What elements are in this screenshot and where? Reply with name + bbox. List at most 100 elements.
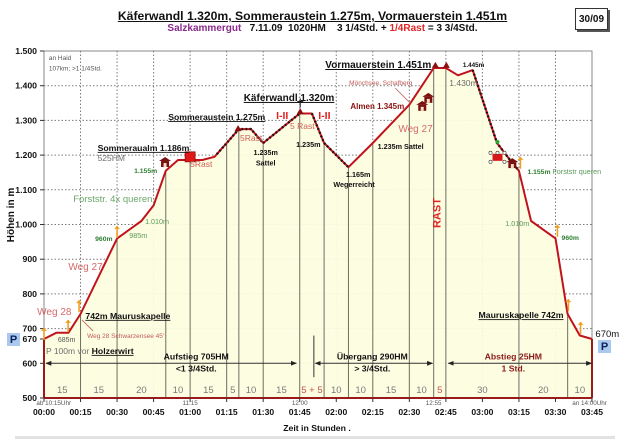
annotation-label: 1.235m [253, 148, 277, 157]
x-tick-label: 01:30 [252, 407, 274, 417]
annotation-label: Wegerreicht [333, 180, 375, 189]
summit-icon [431, 61, 439, 68]
annotation-label: 985m [129, 231, 147, 240]
annotation-part: Holzerwirt [92, 346, 134, 356]
segment-duration-label: 30 [477, 385, 488, 396]
parking-icon: P [7, 333, 20, 346]
y-tick-label: 700 [23, 324, 38, 334]
segment-duration-label: 15 [276, 385, 287, 396]
rotation-handle[interactable] [495, 139, 500, 144]
subtitle: Salzkammergut 7.11.09 1020HM 3 1/4Std. +… [10, 23, 625, 34]
annotation-label: Vormauerstein 1.451m [325, 60, 431, 71]
clock-time-label: an 14:00Uhr [572, 400, 607, 407]
hut-icon [159, 157, 172, 168]
annotation-label: Sommeraustein 1.275m [168, 112, 265, 122]
segment-duration-label: 10 [173, 385, 184, 396]
annotation-label: 525HM [98, 153, 125, 163]
segment-duration-label: 15 [94, 385, 105, 396]
annotation-label: Forststr. 4x queren [73, 194, 152, 205]
y-tick-label: 1.100 [15, 185, 37, 195]
annotation-label: Weg 27 [68, 262, 103, 273]
annotation-part: Forststr queren [552, 167, 601, 176]
annotation-label: Käferwandl 1.320m [244, 93, 335, 104]
y-tick-label: 1.000 [15, 220, 37, 230]
annotation-label: 1.165m [346, 170, 370, 179]
signpost-icon [565, 299, 572, 312]
x-tick-label: 03:45 [581, 407, 603, 417]
selection-handle[interactable] [488, 150, 493, 155]
annotation-label: 1.155m [134, 168, 157, 175]
signpost-icon [76, 300, 83, 313]
segment-duration-label: 15 [203, 385, 214, 396]
clock-time-label: 11:15 [182, 400, 198, 407]
annotation-label: P 100m vor Holzerwirt [46, 346, 134, 356]
annotation-label: Weg 28 [37, 307, 72, 318]
selection-handle[interactable] [502, 159, 507, 164]
annotation-label: 1.445m [463, 62, 485, 69]
x-tick-label: 01:15 [216, 407, 238, 417]
annotation-label: 1.155m Forststr queren [527, 167, 601, 176]
segment-duration-label: 10 [246, 385, 257, 396]
annotation-label: I-II [276, 110, 288, 122]
segment-duration-label: 10 [416, 385, 427, 396]
annotation-label: Mönchsee, Schafberg [349, 80, 413, 87]
signpost-icon [41, 327, 47, 340]
segment-duration-label: 15 [386, 385, 397, 396]
y-tick-label: 900 [23, 254, 38, 264]
trail-dotted-overlay [216, 112, 301, 155]
summit-cross-icon [297, 98, 304, 108]
x-tick-label: 01:45 [289, 407, 311, 417]
selection-handle[interactable] [495, 150, 500, 155]
y-tick-label: 1.300 [15, 115, 37, 125]
segment-duration-label: 5 [437, 385, 442, 396]
x-axis-title: Zeit in Stunden . [283, 423, 351, 433]
segment-duration-label: 5 + 5 [301, 385, 322, 396]
callout-line [394, 87, 411, 104]
region-label: Salzkammergut [167, 23, 242, 34]
x-tick-label: 00:45 [143, 407, 165, 417]
annotation-label: 960m [562, 235, 579, 242]
hut-icon [416, 100, 429, 111]
x-tick-label: 03:00 [471, 407, 493, 417]
summit-icon [296, 108, 304, 115]
annotation-label: 670m [595, 329, 619, 340]
signpost-icon [65, 319, 72, 332]
annotation-label: Sattel [256, 159, 276, 168]
y-tick-label: 670 [23, 334, 38, 344]
rast-vertical-label: RAST [431, 198, 443, 228]
selected-shape-icon[interactable] [488, 150, 507, 164]
segment-duration-label: 10 [355, 385, 366, 396]
x-tick-label: 02:45 [435, 407, 457, 417]
selection-handle[interactable] [502, 150, 507, 155]
annotation-label: 960m [95, 236, 112, 243]
phase-title: Aufstieg 705HM [164, 351, 229, 361]
x-tick-label: 03:30 [544, 407, 566, 417]
hut-icon [422, 92, 435, 103]
phase-duration: > 3/4Std. [354, 363, 390, 373]
page-badge: 30/09 [575, 8, 608, 30]
annotation-label: Sommeraualm 1.186m [98, 143, 190, 153]
x-tick-label: 02:15 [362, 407, 384, 417]
signpost-icon [517, 156, 524, 169]
annotation-label: 1.235m [296, 140, 320, 149]
annotation-label: 5 Rast [290, 121, 315, 131]
annotation-part: 1.155m [527, 169, 552, 176]
annotation-label: 742m Mauruskapelle [85, 311, 170, 321]
segment-duration-label: 20 [538, 385, 549, 396]
signpost-icon [114, 225, 121, 238]
signpost-icon [577, 322, 584, 335]
annotation-label: Weg 28 Schwarzensee 45' [87, 333, 164, 340]
summit-icon [234, 125, 242, 132]
x-tick-label: 02:00 [325, 407, 347, 417]
clock-time-label: ab 10:15Uhr [36, 400, 71, 407]
selection-handle[interactable] [488, 159, 493, 164]
total-time-label: = 3 3/4Std. [425, 23, 478, 34]
profile-area-fill [44, 68, 592, 398]
summit-icon [442, 61, 450, 68]
annotation-label: 5Rast [190, 159, 213, 169]
annotation-label: 107km; >1 1/4Std. [49, 65, 102, 72]
rast-label: 1/4Rast [389, 23, 426, 34]
phase-title: Abstieg 25HM [485, 351, 542, 361]
clock-time-label: 12:55 [426, 400, 442, 407]
y-tick-label: 800 [23, 289, 38, 299]
